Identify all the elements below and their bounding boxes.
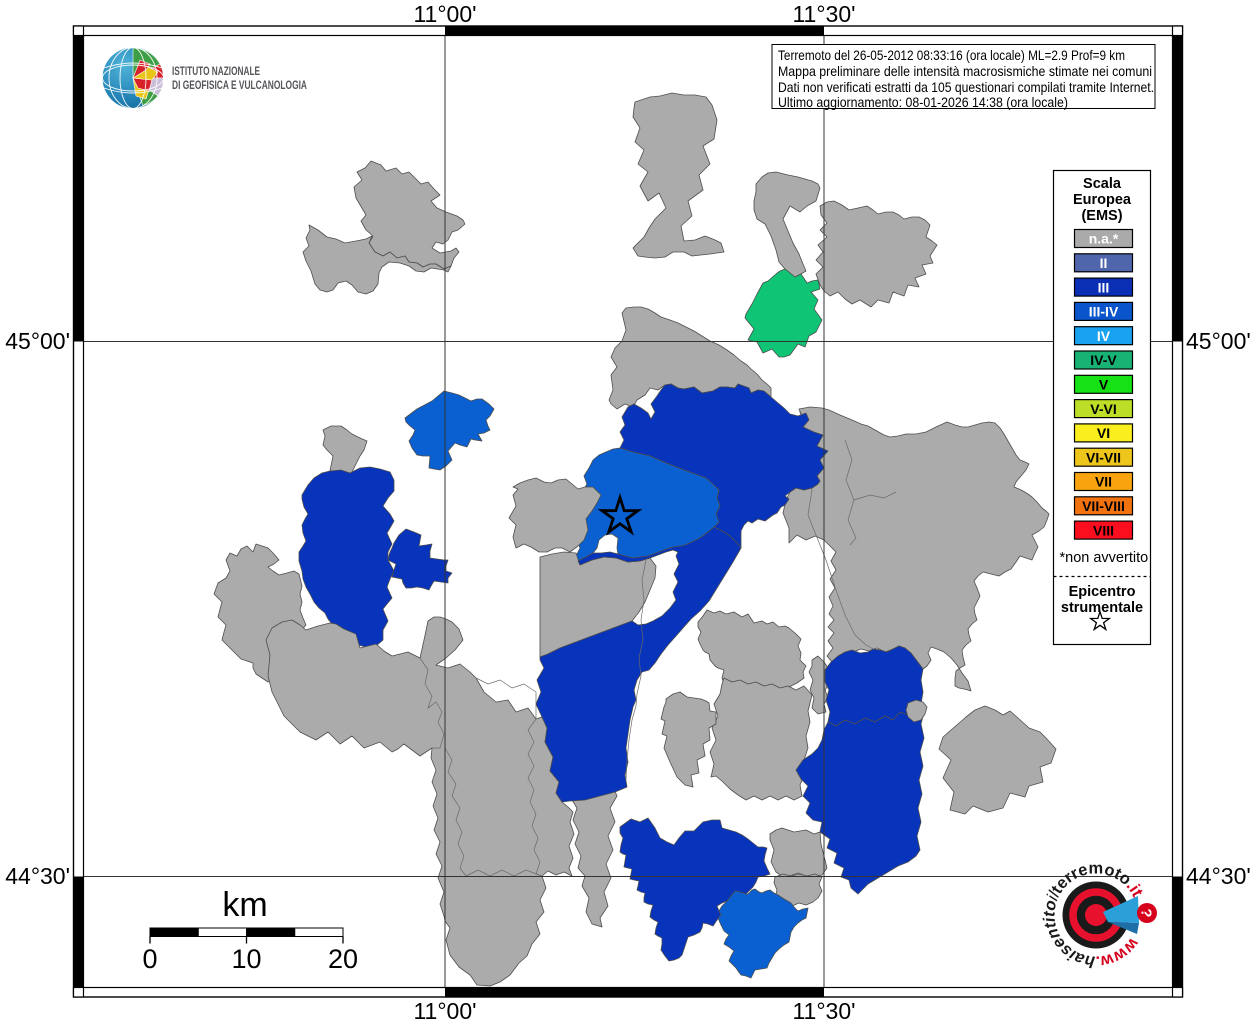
svg-text:Europea: Europea — [1073, 192, 1132, 208]
svg-text:VI: VI — [1097, 425, 1110, 441]
svg-text:III-IV: III-IV — [1089, 304, 1119, 320]
svg-text:n.a.*: n.a.* — [1089, 231, 1119, 247]
svg-text:V: V — [1099, 377, 1109, 393]
svg-text:Terremoto del 26-05-2012 08:33: Terremoto del 26-05-2012 08:33:16 (ora l… — [778, 48, 1125, 63]
svg-text:IV-V: IV-V — [1090, 352, 1117, 368]
svg-text:V-VI: V-VI — [1090, 401, 1116, 417]
svg-text:DI GEOFISICA E VULCANOLOGIA: DI GEOFISICA E VULCANOLOGIA — [172, 80, 307, 92]
svg-text:(EMS): (EMS) — [1081, 208, 1122, 224]
svg-text:11°00': 11°00' — [413, 998, 476, 1024]
svg-text:Scala: Scala — [1083, 176, 1122, 192]
svg-text:Mappa preliminare delle intens: Mappa preliminare delle intensità macros… — [778, 64, 1152, 79]
svg-text:45°00': 45°00' — [5, 328, 70, 354]
svg-text:IV: IV — [1097, 328, 1111, 344]
svg-text:11°30': 11°30' — [792, 1, 855, 27]
svg-text:45°00': 45°00' — [1186, 328, 1251, 354]
svg-text:Dati non verificati estratti d: Dati non verificati estratti da 105 ques… — [778, 80, 1154, 95]
svg-text:20: 20 — [328, 944, 358, 974]
svg-text:III: III — [1098, 279, 1110, 295]
svg-text:44°30': 44°30' — [5, 863, 70, 889]
svg-text:km: km — [222, 886, 267, 924]
svg-text:Ultimo aggiornamento: 08-01-20: Ultimo aggiornamento: 08-01-2026 14:38 (… — [778, 95, 1068, 110]
svg-text:44°30': 44°30' — [1186, 863, 1251, 889]
svg-text:11°30': 11°30' — [792, 998, 855, 1024]
svg-text:VII-VIII: VII-VIII — [1082, 498, 1125, 514]
svg-text:?: ? — [1138, 908, 1155, 917]
svg-text:10: 10 — [231, 944, 261, 974]
svg-text:II: II — [1100, 255, 1108, 271]
svg-text:*non avvertito: *non avvertito — [1060, 550, 1149, 566]
svg-text:Epicentro: Epicentro — [1069, 584, 1136, 600]
svg-text:ISTITUTO NAZIONALE: ISTITUTO NAZIONALE — [172, 66, 260, 78]
svg-text:VIII: VIII — [1093, 522, 1114, 538]
svg-text:VI-VII: VI-VII — [1086, 449, 1121, 465]
svg-text:strumentale: strumentale — [1061, 600, 1143, 616]
svg-text:0: 0 — [142, 944, 157, 974]
svg-text:11°00': 11°00' — [413, 1, 476, 27]
svg-text:VII: VII — [1095, 474, 1112, 490]
